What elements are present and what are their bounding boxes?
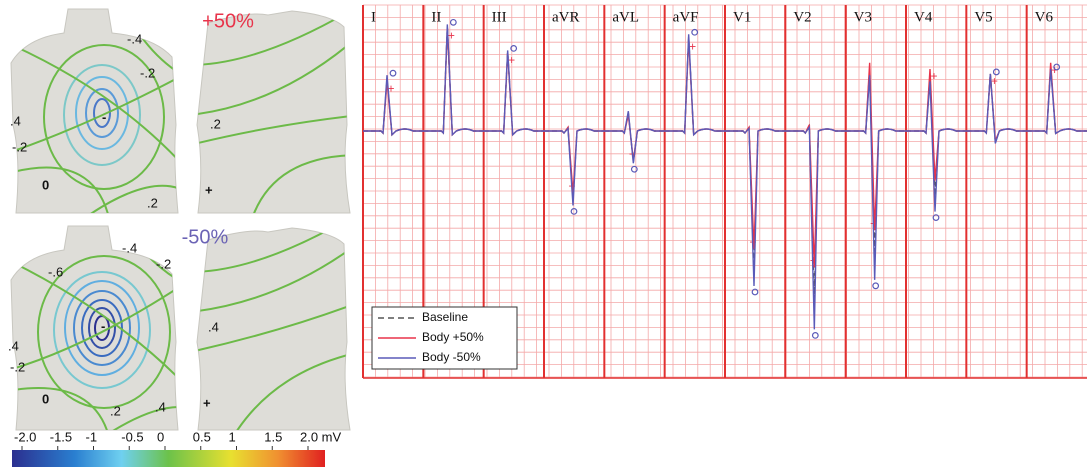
contour-label: -.2 [10, 359, 25, 374]
contour-label: .2 [147, 195, 158, 210]
colorbar-tick-label: 2.0 mV [300, 429, 342, 444]
lead-label: aVF [673, 9, 699, 25]
legend-label: Baseline [422, 310, 468, 324]
legend-label: Body +50% [422, 330, 484, 344]
contour-label: .4 [208, 319, 219, 334]
lead-label: V6 [1035, 9, 1054, 25]
contour-label: .2 [110, 403, 121, 418]
lead-label: aVR [552, 9, 580, 25]
contour-label: - [101, 318, 105, 333]
contour-label: 0 [42, 177, 49, 192]
map-title: -50% [182, 226, 229, 248]
lead-label: V4 [914, 9, 933, 25]
colorbar-tick-label: 0 [157, 429, 164, 444]
peak-marker [632, 166, 638, 172]
ecg-trace [846, 63, 906, 230]
contour-label: 0 [42, 391, 49, 406]
contour-label: .4 [155, 399, 166, 414]
ecg-trace [906, 81, 966, 211]
front-torso [2, 222, 202, 452]
peak-marker [390, 70, 396, 76]
contour-label: + [203, 395, 211, 410]
ecg-trace [665, 39, 725, 134]
legend-label: Body -50% [422, 350, 481, 364]
peak-marker [692, 29, 698, 35]
legend: Baseline Body +50% Body -50% [372, 307, 517, 369]
peak-marker [873, 283, 879, 289]
colorbar-tick-label: 1.5 [264, 429, 282, 444]
contour-label: .4 [8, 338, 19, 353]
lead-label: V1 [733, 9, 751, 25]
ecg-trace [1027, 69, 1087, 133]
contour-label: -.6 [48, 264, 63, 279]
colorbar-tick-label: -0.5 [121, 429, 143, 444]
ecg-trace [604, 111, 664, 163]
peak-marker [451, 20, 457, 26]
colorbar-tick-label: -2.0 [14, 429, 36, 444]
back-torso [190, 5, 360, 225]
colorbar-tick-label: 0.5 [193, 429, 211, 444]
contour-label: -.4 [127, 31, 142, 46]
contour-label: .4 [10, 113, 21, 128]
colorbar [12, 450, 325, 467]
colorbar-tick-label: 1 [229, 429, 236, 444]
map-title: +50% [202, 10, 254, 32]
lead-label: aVL [612, 9, 639, 25]
contour-label: -.2 [156, 256, 171, 271]
ecg-trace [906, 69, 966, 181]
lead-label: II [431, 9, 441, 25]
contour-label: .2 [210, 116, 221, 131]
contour-label: -.4 [122, 240, 137, 255]
lead-label: V5 [974, 9, 992, 25]
peak-marker [813, 333, 819, 339]
ecg-trace [846, 75, 906, 280]
lead-label: V2 [793, 9, 811, 25]
colorbar-tick-label: -1.5 [50, 429, 72, 444]
colorbar-tick-label: -1 [86, 429, 98, 444]
lead-label: III [492, 9, 507, 25]
peak-marker: + [448, 28, 455, 42]
figure: IIIIIIaVRaVLaVFV1V2V3V4V5V6++++++++++++B… [0, 0, 1087, 468]
contour-label: -.2 [12, 139, 27, 154]
lead-label: V3 [854, 9, 872, 25]
contour-label: + [205, 182, 213, 197]
peak-marker: + [930, 69, 937, 83]
contour-label: - [102, 109, 106, 124]
lead-label: I [371, 9, 376, 25]
contour-label: -.2 [140, 65, 155, 80]
